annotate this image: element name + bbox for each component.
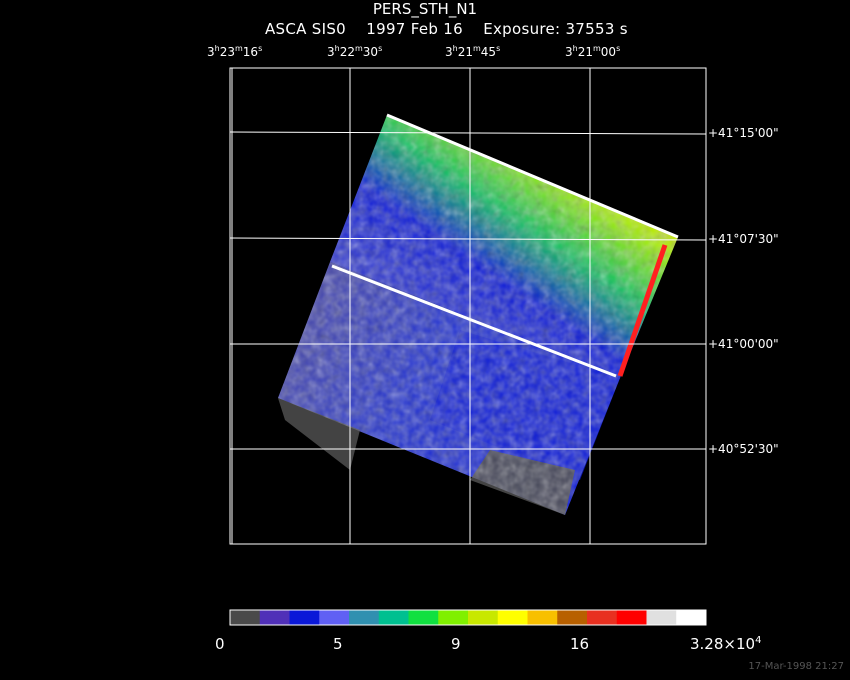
dec-label: +41°07'30"	[708, 232, 779, 246]
colorbar-tick-label: 5	[333, 635, 343, 653]
plot-frame	[229, 67, 707, 545]
colorbar-swatch	[616, 610, 647, 625]
chip-gap-line	[331, 264, 617, 378]
colorbar-swatch	[319, 610, 350, 625]
coordinate-grid	[229, 68, 707, 544]
dec-label: +40°52'30"	[708, 442, 779, 456]
ra-label: 3h22m30s	[327, 44, 383, 59]
ra-label: 3h23m16s	[207, 44, 263, 59]
dec-label: +41°15'00"	[708, 126, 779, 140]
chip-edge-line	[617, 244, 668, 377]
colorbar-swatch	[557, 610, 588, 625]
colorbar-swatch	[408, 610, 439, 625]
colorbar	[230, 610, 707, 625]
image-subtitle: ASCA SIS0 1997 Feb 16 Exposure: 37553 s	[265, 20, 628, 38]
dec-label: +41°00'00"	[708, 337, 779, 351]
ra-label: 3h21m00s	[565, 44, 621, 59]
colorbar-swatch	[438, 610, 469, 625]
colorbar-swatch	[349, 610, 380, 625]
colorbar-tick-label: 16	[570, 635, 590, 653]
colorbar-swatch	[289, 610, 320, 625]
colorbar-swatch	[527, 610, 558, 625]
colorbar-max-label: 3.28×104	[690, 635, 762, 653]
ra-label: 3h21m45s	[445, 44, 501, 59]
colorbar-swatch	[497, 610, 528, 625]
colorbar-swatch	[230, 610, 261, 625]
colorbar-swatch	[378, 610, 409, 625]
colorbar-swatch	[259, 610, 290, 625]
colorbar-swatch	[646, 610, 677, 625]
colorbar-frame	[229, 609, 707, 626]
colorbar-tick-label: 9	[451, 635, 461, 653]
colorbar-tick-label: 0	[215, 635, 225, 653]
chip-edge-line	[386, 113, 679, 239]
colorbar-swatch	[468, 610, 499, 625]
timestamp: 17-Mar-1998 21:27	[748, 661, 844, 672]
colorbar-swatch	[587, 610, 618, 625]
image-title: PERS_STH_N1	[372, 0, 478, 18]
colorbar-swatch	[676, 610, 707, 625]
